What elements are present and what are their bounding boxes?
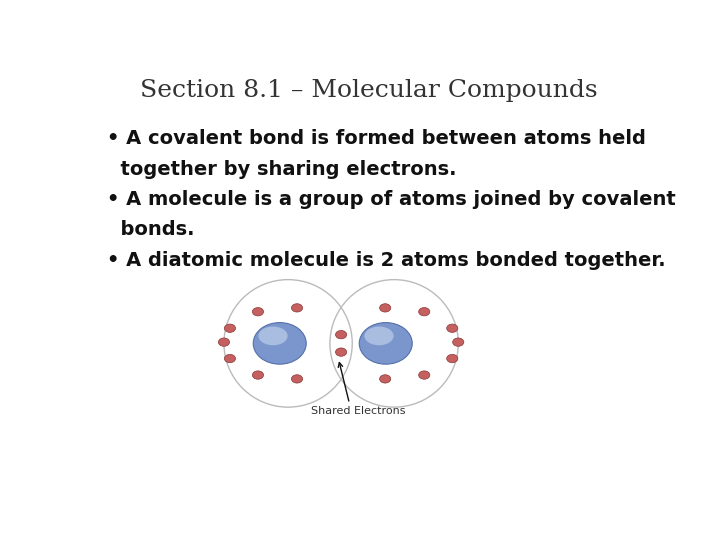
Circle shape — [253, 308, 264, 316]
Circle shape — [336, 330, 347, 339]
Text: • A covalent bond is formed between atoms held: • A covalent bond is formed between atom… — [107, 129, 646, 149]
Text: together by sharing electrons.: together by sharing electrons. — [107, 160, 456, 179]
Ellipse shape — [364, 327, 394, 345]
Circle shape — [218, 338, 230, 346]
Text: • A molecule is a group of atoms joined by covalent: • A molecule is a group of atoms joined … — [107, 190, 675, 209]
Text: Section 8.1 – Molecular Compounds: Section 8.1 – Molecular Compounds — [140, 79, 598, 103]
Circle shape — [446, 324, 458, 333]
Text: • A diatomic molecule is 2 atoms bonded together.: • A diatomic molecule is 2 atoms bonded … — [107, 251, 665, 269]
Circle shape — [336, 348, 347, 356]
Circle shape — [253, 371, 264, 379]
Circle shape — [379, 303, 391, 312]
Circle shape — [292, 303, 302, 312]
Circle shape — [453, 338, 464, 346]
Circle shape — [418, 371, 430, 379]
Ellipse shape — [253, 322, 306, 364]
Circle shape — [446, 354, 458, 363]
Text: Shared Electrons: Shared Electrons — [310, 406, 405, 416]
Circle shape — [292, 375, 302, 383]
Circle shape — [225, 354, 235, 363]
Ellipse shape — [258, 327, 287, 345]
Circle shape — [418, 308, 430, 316]
Ellipse shape — [359, 322, 413, 364]
Circle shape — [225, 324, 235, 333]
Text: bonds.: bonds. — [107, 220, 194, 239]
Circle shape — [379, 375, 391, 383]
